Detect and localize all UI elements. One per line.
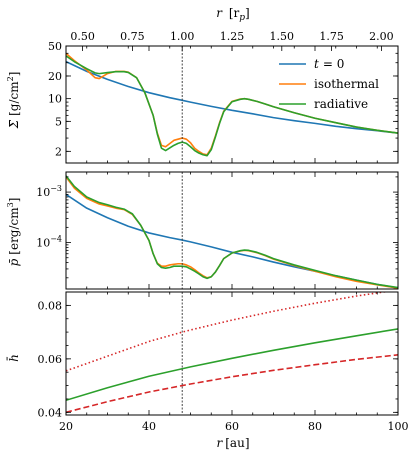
pressure-series-isothermal [66,176,398,289]
top-axis-tick-label: 2.00 [369,30,394,43]
x-tick-label: 100 [388,420,409,433]
top-axis-tick-label: 1.75 [319,30,344,43]
top-axis-tick-label: 0.75 [120,30,145,43]
top-axis-tick-label: 0.50 [70,30,95,43]
sigma-ytick-label: 10 [48,93,62,106]
x-tick-label: 80 [308,420,322,433]
legend-label-t0: t = 0 [314,57,344,71]
top-axis-label: r [rp] [216,6,249,23]
top-axis-tick-label: 1.50 [270,30,295,43]
legend: t = 0 isothermal radiative [279,57,379,111]
x-tick-label: 20 [59,420,73,433]
panel-surface-density: 2 5 10 20 50 0.50 0.75 1.00 1.25 1.50 1.75 2.00 [48,30,399,164]
pressure-series-radiative [66,175,398,289]
aspect_ratio-series-d62728-dashed [66,354,398,414]
sigma-ytick-label: 2 [55,145,62,158]
aspect_ratio-series-2ca02c-solid [66,328,398,402]
panel-pressure: 10−4 10−3 [36,171,399,290]
x-tick-label: 60 [225,420,239,433]
pressure-frame [65,171,399,290]
legend-label-isothermal: isothermal [314,77,379,91]
sigma-series-t0 [66,60,398,134]
aspect_ratio-series-d62728-dotted [66,292,390,372]
pressure-y-label: p̄[erg/cm3] [6,198,21,267]
pressure-ytick-label: 10−4 [36,235,62,250]
top-axis-tick-label: 1.25 [220,30,245,43]
legend-label-radiative: radiative [314,97,368,111]
aspect_ratio-ytick-label: 0.04 [38,406,63,419]
sigma-series-radiative [66,55,398,157]
aspect_ratio-ytick-label: 0.06 [38,353,63,366]
panel-aspect-ratio: 0.04 0.06 0.08 20 40 60 80 100 [38,291,409,433]
x-axis-label: r [au] [217,436,250,450]
sigma-ytick-label: 50 [48,40,62,53]
aspect_ratio-ytick-label: 0.08 [38,299,63,312]
sigma-y-label: Σ̄[g/cm2] [6,72,21,130]
top-axis-tick-label: 1.00 [170,30,195,43]
aspect-ratio-y-label: h̄ [5,354,21,362]
pressure-ytick-label: 10−3 [36,184,62,199]
x-tick-label: 40 [142,420,156,433]
sigma-ytick-label: 5 [55,115,62,128]
sigma-ytick-label: 20 [48,70,62,83]
